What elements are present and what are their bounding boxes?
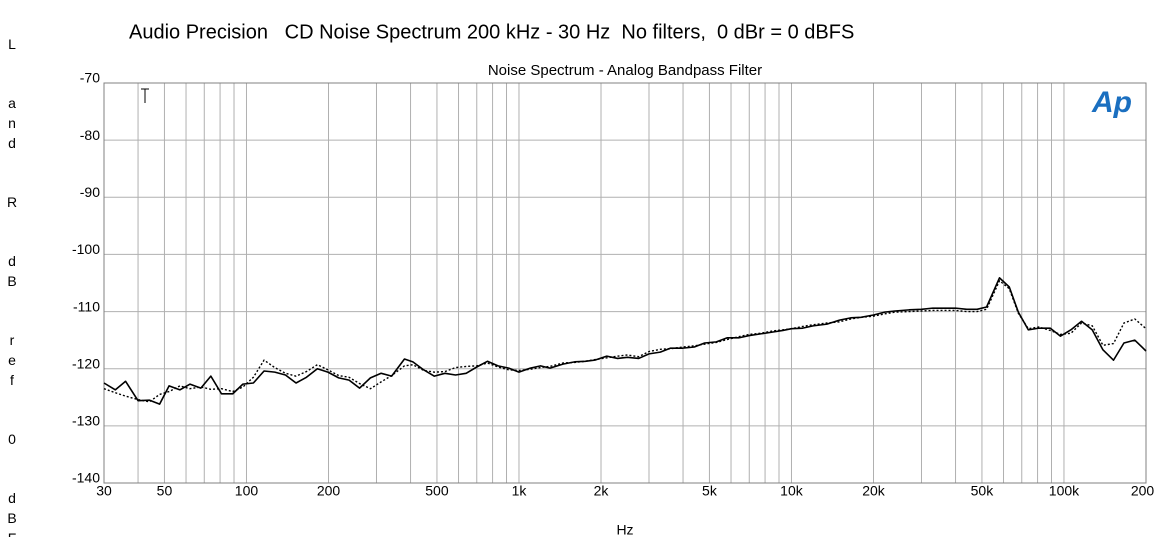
series-line — [103, 280, 1147, 403]
plot-frame — [103, 82, 1147, 484]
y-tick-label: -70 — [80, 70, 100, 86]
y-tick-label: -90 — [80, 184, 100, 200]
x-tick-label: 10k — [780, 483, 804, 499]
x-tick-label: 2k — [594, 483, 610, 499]
x-tick-label: 1k — [512, 483, 528, 499]
x-axis-label: Hz — [616, 522, 633, 537]
y-tick-label: -120 — [72, 355, 100, 371]
logo: Ap — [1091, 86, 1132, 119]
x-tick-label: 30 — [96, 483, 112, 499]
cursor-marker — [141, 88, 149, 103]
x-tick-label: 50k — [971, 483, 995, 499]
y-axis-label: LandRdBref0dBFS — [7, 36, 17, 537]
x-tick-label: 100 — [235, 483, 259, 499]
x-tick-label: 5k — [702, 483, 718, 499]
series-line — [103, 277, 1147, 405]
x-tick-label: 500 — [425, 483, 449, 499]
x-tick-label: 200 — [317, 483, 341, 499]
chart-title: Audio Precision CD Noise Spectrum 200 kH… — [129, 21, 854, 43]
y-tick-label: -130 — [72, 413, 100, 429]
chart-subtitle: Noise Spectrum - Analog Bandpass Filter — [488, 62, 762, 79]
y-tick-label: -140 — [72, 470, 100, 486]
x-tick-label: 100k — [1049, 483, 1080, 499]
y-tick-label: -110 — [73, 298, 100, 314]
x-tick-label: 20k — [862, 483, 886, 499]
x-tick-label: 50 — [157, 483, 173, 499]
y-tick-label: -80 — [80, 127, 100, 143]
y-tick-label: -100 — [72, 241, 100, 257]
